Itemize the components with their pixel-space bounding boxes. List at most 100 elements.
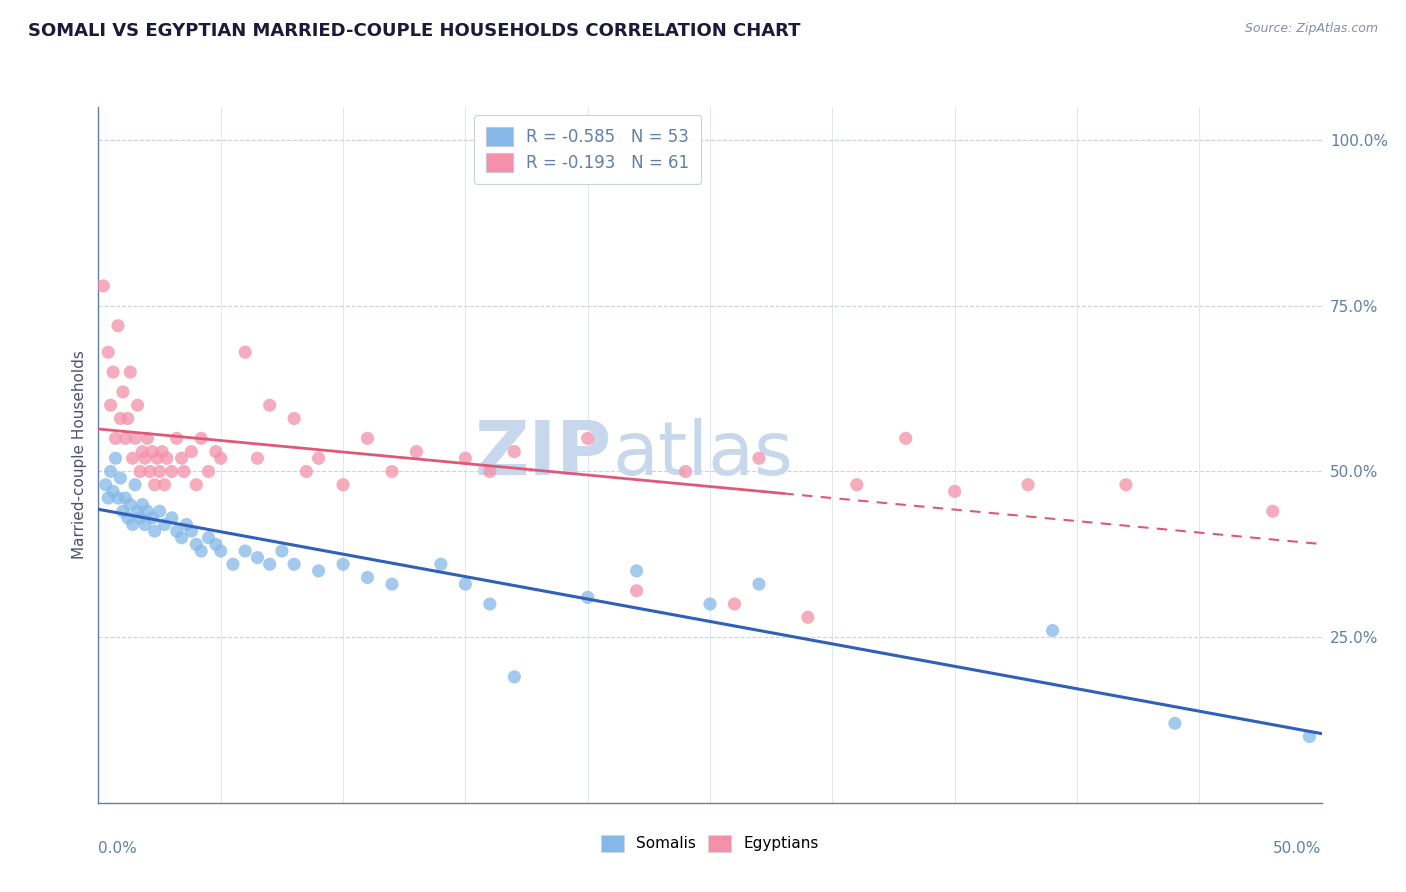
Point	[894, 431, 917, 445]
Point	[454, 577, 477, 591]
Point	[129, 511, 152, 525]
Point	[576, 431, 599, 445]
Point	[190, 431, 212, 445]
Point	[205, 444, 228, 458]
Point	[134, 517, 156, 532]
Point	[104, 431, 127, 445]
Point	[149, 465, 172, 479]
Point	[478, 465, 501, 479]
Point	[295, 465, 318, 479]
Point	[153, 517, 176, 532]
Point	[356, 431, 378, 445]
Point	[246, 451, 269, 466]
Point	[101, 365, 124, 379]
Point	[136, 504, 159, 518]
Point	[107, 491, 129, 505]
Point	[160, 511, 183, 525]
Point	[143, 524, 166, 538]
Point	[131, 444, 153, 458]
Point	[129, 465, 152, 479]
Point	[233, 544, 256, 558]
Point	[160, 465, 183, 479]
Point	[308, 451, 330, 466]
Point	[356, 570, 378, 584]
Point	[180, 524, 202, 538]
Point	[101, 484, 124, 499]
Point	[205, 537, 228, 551]
Point	[797, 610, 820, 624]
Point	[173, 465, 195, 479]
Point	[97, 345, 120, 359]
Point	[270, 544, 294, 558]
Point	[748, 577, 770, 591]
Point	[209, 544, 232, 558]
Point	[259, 398, 281, 412]
Point	[170, 451, 193, 466]
Point	[233, 345, 256, 359]
Point	[91, 279, 114, 293]
Point	[149, 504, 172, 518]
Legend: R = -0.585   N = 53, R = -0.193   N = 61: R = -0.585 N = 53, R = -0.193 N = 61	[474, 115, 702, 184]
Point	[166, 431, 188, 445]
Point	[190, 544, 212, 558]
Point	[170, 531, 193, 545]
Point	[283, 558, 305, 572]
Point	[121, 451, 143, 466]
Text: 50.0%: 50.0%	[1274, 841, 1322, 856]
Point	[141, 444, 163, 458]
Point	[246, 550, 269, 565]
Point	[111, 384, 134, 399]
Point	[104, 451, 127, 466]
Point	[454, 451, 477, 466]
Text: atlas: atlas	[612, 418, 793, 491]
Text: SOMALI VS EGYPTIAN MARRIED-COUPLE HOUSEHOLDS CORRELATION CHART: SOMALI VS EGYPTIAN MARRIED-COUPLE HOUSEH…	[28, 22, 800, 40]
Point	[626, 564, 648, 578]
Point	[1298, 730, 1320, 744]
Point	[1164, 716, 1187, 731]
Text: 0.0%: 0.0%	[98, 841, 138, 856]
Point	[845, 477, 868, 491]
Point	[117, 411, 139, 425]
Point	[166, 524, 188, 538]
Point	[332, 477, 354, 491]
Point	[146, 451, 169, 466]
Point	[675, 465, 697, 479]
Point	[127, 504, 149, 518]
Point	[120, 365, 142, 379]
Point	[94, 477, 117, 491]
Point	[153, 477, 176, 491]
Point	[1017, 477, 1039, 491]
Point	[748, 451, 770, 466]
Point	[110, 411, 132, 425]
Point	[100, 465, 122, 479]
Text: ZIP: ZIP	[475, 418, 612, 491]
Y-axis label: Married-couple Households: Married-couple Households	[72, 351, 87, 559]
Point	[143, 477, 166, 491]
Point	[127, 398, 149, 412]
Point	[430, 558, 453, 572]
Point	[576, 591, 599, 605]
Point	[478, 597, 501, 611]
Point	[110, 471, 132, 485]
Point	[1261, 504, 1284, 518]
Point	[723, 597, 745, 611]
Point	[503, 444, 526, 458]
Point	[124, 477, 146, 491]
Point	[186, 537, 208, 551]
Point	[381, 577, 404, 591]
Point	[150, 444, 173, 458]
Point	[114, 491, 136, 505]
Point	[381, 465, 404, 479]
Point	[121, 517, 143, 532]
Point	[699, 597, 721, 611]
Point	[136, 431, 159, 445]
Point	[209, 451, 232, 466]
Point	[117, 511, 139, 525]
Point	[131, 498, 153, 512]
Point	[97, 491, 120, 505]
Point	[111, 504, 134, 518]
Point	[120, 498, 142, 512]
Point	[139, 465, 162, 479]
Point	[222, 558, 245, 572]
Point	[259, 558, 281, 572]
